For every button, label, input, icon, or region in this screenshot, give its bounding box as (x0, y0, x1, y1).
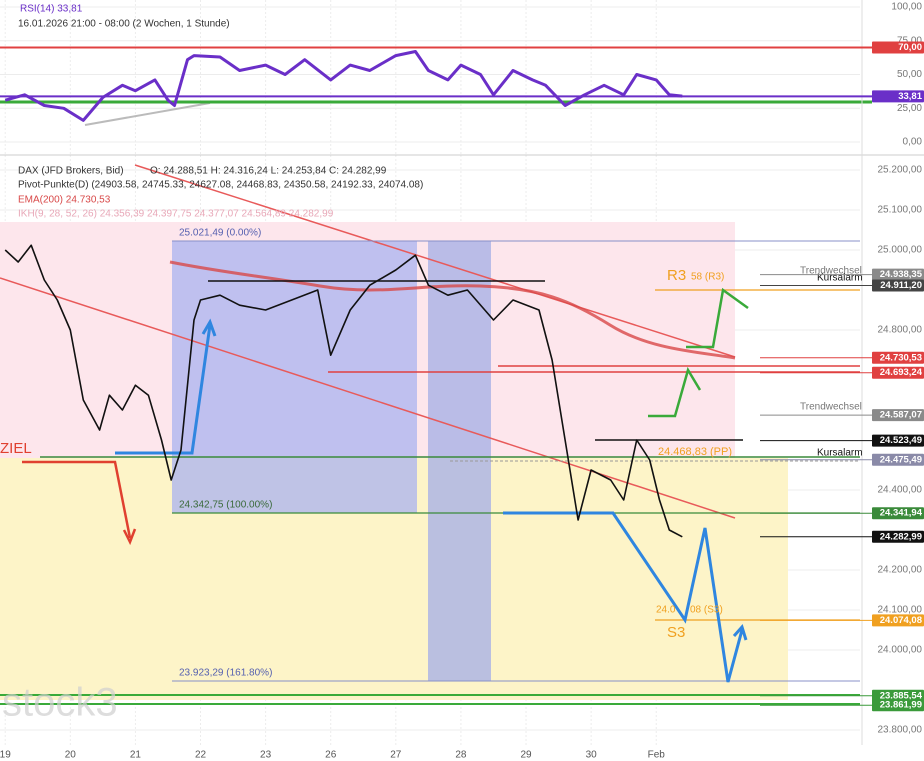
y-tick-label: 25.200,00 (878, 165, 923, 176)
level-label: 24.282,99 (880, 531, 922, 542)
rsi-trendline (84, 102, 211, 126)
level-label: 23.885,54 (880, 690, 923, 701)
annotation: Trendwechsel (800, 266, 862, 277)
y-tick-label: 50,00 (897, 69, 922, 80)
x-tick-label: 22 (195, 750, 207, 761)
series-line (4, 244, 683, 538)
level-label: 24.730,53 (880, 352, 922, 363)
level-label: 24.074,08 (880, 615, 922, 626)
level-label: 24.523,49 (880, 435, 922, 446)
x-tick-label: 30 (586, 750, 598, 761)
y-tick-label: 23.800,00 (878, 725, 923, 736)
y-tick-label: 24.000,00 (878, 645, 923, 656)
y-tick-label: 100,00 (891, 2, 922, 13)
arrow (686, 287, 749, 349)
level-tag (872, 530, 924, 543)
arrow-head (732, 624, 748, 641)
annotation: S3 (667, 624, 685, 641)
annotation: Kursalarm (817, 448, 863, 459)
level-tag (872, 279, 924, 292)
y-tick-label: 25.100,00 (878, 205, 923, 216)
x-tick-label: 19 (0, 750, 11, 761)
rsi-subtitle: 16.01.2026 21:00 - 08:00 (2 Wochen, 1 St… (18, 19, 230, 30)
x-tick-label: Feb (648, 750, 666, 761)
x-tick-label: 23 (260, 750, 272, 761)
level-label: 24.587,07 (880, 410, 922, 421)
x-tick-label: 27 (390, 750, 402, 761)
annotation: Kursalarm (817, 273, 863, 284)
arrow (648, 366, 702, 418)
level-label: 33,81 (898, 91, 922, 102)
grid (0, 6, 860, 143)
level-label: 70,00 (898, 42, 922, 53)
x-tick-label: 21 (130, 750, 142, 761)
level-tag (872, 689, 924, 702)
annotation: 24.342,75 (100.00%) (179, 500, 272, 511)
level-tag (872, 90, 924, 103)
arrow-head (122, 528, 137, 546)
level-tag (872, 409, 924, 422)
level-tag (872, 453, 924, 466)
y-tick-label: 24.800,00 (878, 325, 923, 336)
price-title: DAX (JFD Brokers, Bid) (18, 166, 124, 177)
rsi-title: RSI(14) 33,81 (20, 4, 83, 15)
y-tick-label: 0,00 (903, 137, 923, 148)
y-tick-label: 24.100,00 (878, 605, 923, 616)
annotation: 23.923,29 (161.80%) (179, 668, 272, 679)
y-tick-label: 24.400,00 (878, 485, 923, 496)
indicator: Pivot-Punkte(D) (24903.58, 24745.33, 246… (18, 180, 423, 191)
drawings (0, 0, 924, 745)
indicator: EMA(200) 24.730,53 (18, 195, 111, 206)
annotation: 25.021,49 (0.00%) (179, 228, 261, 239)
level-tag (872, 351, 924, 364)
annotation: Trendwechsel (800, 402, 862, 413)
annotation: ZIEL (0, 440, 32, 457)
level-tag (872, 268, 924, 281)
level-label: 24.938,35 (880, 269, 923, 280)
annotation: 58 (R3) (691, 272, 724, 283)
arrow-head (201, 318, 217, 337)
x-tick-label: 20 (65, 750, 77, 761)
level-label: 24.693,24 (880, 367, 923, 378)
y-tick-label: 24.200,00 (878, 565, 923, 576)
arrow (22, 460, 132, 539)
level-tag (872, 699, 924, 712)
x-tick-label: 26 (325, 750, 337, 761)
level-tag (872, 614, 924, 627)
x-tick-label: 29 (520, 750, 532, 761)
ema-line (169, 260, 736, 360)
indicator: IKH(9, 28, 52, 26) 24.356,39 24.397,75 2… (18, 209, 334, 220)
level-label: 24.911,20 (880, 280, 922, 291)
level-tag (872, 41, 924, 54)
channel-line (0, 277, 736, 519)
annotation: 24.468,83 (PP) (658, 446, 732, 458)
annotation: 08 (S3) (690, 605, 723, 616)
channel-line (134, 164, 736, 358)
level-tag (872, 434, 924, 447)
y-tick-label: 25.000,00 (878, 245, 923, 256)
y-tick-label: 75,00 (897, 35, 922, 46)
blue-zone (172, 241, 417, 513)
watermark: stock3 (2, 681, 118, 725)
level-tag (872, 366, 924, 379)
level-tag (872, 507, 924, 520)
price-ohlc: O: 24.288,51 H: 24.316,24 L: 24.253,84 C… (150, 166, 387, 177)
series-line (4, 50, 683, 122)
level-label: 23.861,99 (880, 700, 922, 711)
annotation: 24.0 (656, 605, 676, 616)
y-tick-label: 25,00 (897, 103, 922, 114)
arrow (115, 324, 212, 455)
level-label: 24.475,49 (880, 454, 922, 465)
level-label: 24.341,94 (880, 508, 923, 519)
arrow (503, 511, 744, 683)
annotation: R3 (667, 267, 686, 284)
x-tick-label: 28 (455, 750, 467, 761)
